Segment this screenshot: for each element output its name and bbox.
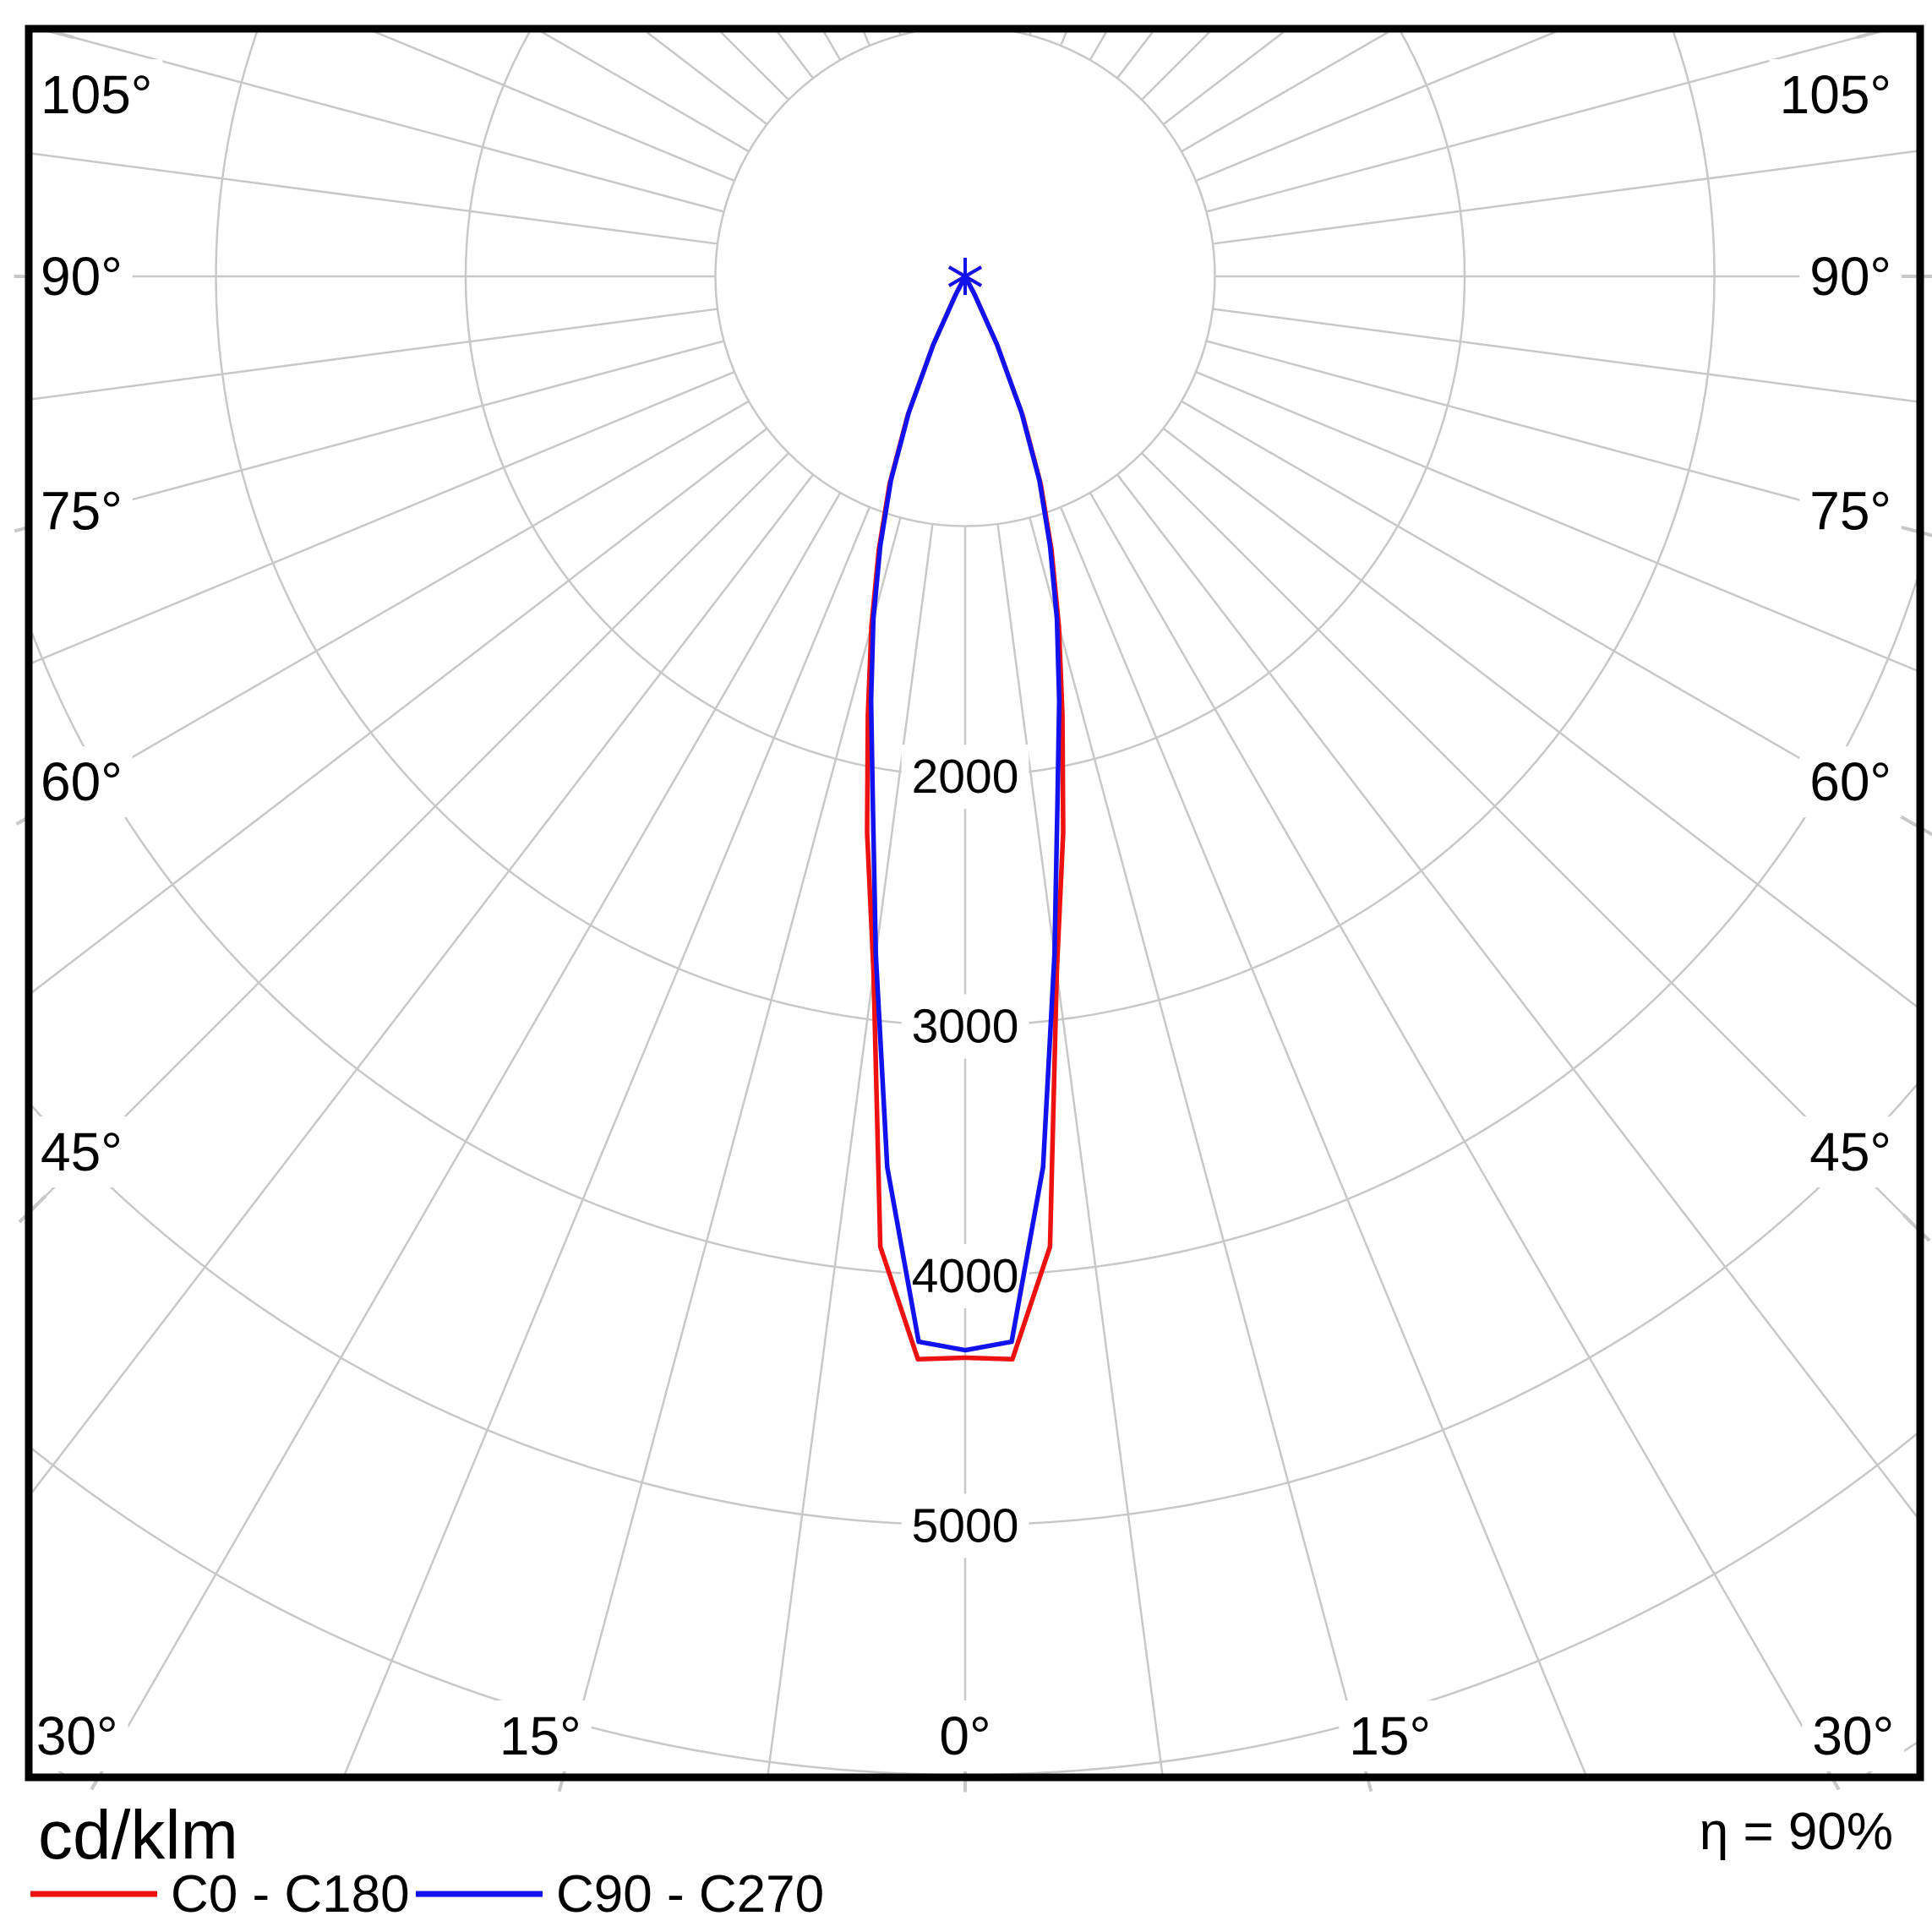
grid-radial-line xyxy=(32,308,718,401)
grid-radial-line xyxy=(1116,473,1917,1518)
label-halo xyxy=(1769,59,1902,130)
angle-tick xyxy=(1899,815,1932,837)
angle-label-bottom: 0° xyxy=(939,1706,991,1766)
radius-label: 2000 xyxy=(912,750,1019,804)
label-halo xyxy=(25,1700,128,1771)
grid-radial-line xyxy=(563,517,902,1774)
label-halo xyxy=(1799,475,1902,547)
radius-label: 4000 xyxy=(912,1249,1019,1303)
label-halo xyxy=(488,1700,592,1771)
plot-frame xyxy=(25,25,1924,1782)
radius-label: 5000 xyxy=(912,1499,1019,1553)
grid-radial-line xyxy=(343,506,871,1774)
label-halo xyxy=(30,59,163,130)
angle-tick xyxy=(1897,524,1932,538)
legend-label-c0-c180: C0 - C180 xyxy=(171,1865,410,1924)
grid-radial-line xyxy=(1206,340,1917,532)
center-asterisk-marker xyxy=(947,258,983,295)
grid-radial-line xyxy=(99,492,842,1774)
grid-radial-line xyxy=(1029,517,1367,1774)
radius-label: 3000 xyxy=(912,1000,1019,1054)
label-halo xyxy=(929,1700,1001,1771)
intensity-curves xyxy=(865,258,1066,1362)
axis-labels: 0° 15° 15° 30° 30° 45° 45° 60° 60° 75° 75° 90° 90° 10… xyxy=(25,59,1905,1771)
angle-label-right: 90° xyxy=(1809,246,1891,307)
grid-radial-line xyxy=(32,452,789,1211)
angle-label-bottom: 15° xyxy=(499,1706,581,1766)
grid-radial-line xyxy=(32,152,718,245)
label-halo xyxy=(30,475,133,547)
angle-label-bottom: 15° xyxy=(1349,1706,1431,1766)
chart-footer: cd/klm C0 - C180 C90 - C270 η = 90% xyxy=(30,1797,1893,1924)
efficiency-label: η = 90% xyxy=(1700,1803,1893,1861)
angle-label-left: 75° xyxy=(41,481,123,542)
grid-radial-line xyxy=(1141,452,1917,1230)
grid-radial-line xyxy=(1212,150,1917,245)
grid-radial-line xyxy=(374,32,735,183)
label-halo xyxy=(1799,1116,1902,1187)
label-halo xyxy=(30,1116,133,1187)
angle-label-left: 60° xyxy=(41,751,123,812)
grid-radial-line xyxy=(1206,32,1880,213)
grid-radial-line xyxy=(1212,308,1917,403)
grid-radial-line xyxy=(32,427,768,994)
grid-radial-line xyxy=(32,400,750,816)
label-halo xyxy=(901,1493,1029,1558)
angle-label-right: 75° xyxy=(1809,481,1891,542)
angle-label-bottom: 30° xyxy=(36,1706,118,1766)
angle-label-left: 105° xyxy=(41,64,152,125)
grid-radial-line xyxy=(32,370,735,664)
grid-radial-line xyxy=(698,0,933,29)
angle-label-right: 60° xyxy=(1809,751,1891,812)
label-halo xyxy=(901,745,1029,809)
label-halo xyxy=(1799,746,1902,818)
grid-radial-line xyxy=(51,32,724,213)
label-halo xyxy=(1339,1700,1442,1771)
grid-radial-line xyxy=(1089,492,1831,1774)
grid-radial-line xyxy=(998,0,1233,29)
label-halo xyxy=(901,1244,1029,1308)
label-halo xyxy=(1802,1700,1905,1771)
legend: C0 - C180 C90 - C270 xyxy=(30,1865,824,1924)
units-label: cd/klm xyxy=(38,1797,238,1874)
angle-label-left: 45° xyxy=(41,1122,123,1182)
grid-radial-line xyxy=(1195,32,1557,183)
angle-label-right: 45° xyxy=(1809,1122,1891,1182)
label-halo xyxy=(1799,241,1902,312)
label-halo xyxy=(30,746,133,818)
grid-radial-line xyxy=(32,473,815,1494)
grid-radial-line xyxy=(32,340,724,527)
curve-c90-c270 xyxy=(868,274,1062,1353)
legend-label-c90-c270: C90 - C270 xyxy=(556,1865,824,1924)
grid-radial-line xyxy=(1059,506,1587,1774)
grid-radial-line xyxy=(1181,400,1917,827)
angle-label-bottom: 30° xyxy=(1812,1706,1894,1766)
angle-label-left: 90° xyxy=(41,246,123,307)
label-halo xyxy=(901,994,1029,1059)
angle-label-right: 105° xyxy=(1780,64,1891,125)
grid-radial-line xyxy=(996,523,1164,1774)
grid-radial-line xyxy=(1162,427,1917,1008)
grid-radial-line xyxy=(1195,370,1917,672)
label-halo xyxy=(30,241,133,312)
grid-radial-line xyxy=(767,523,934,1774)
